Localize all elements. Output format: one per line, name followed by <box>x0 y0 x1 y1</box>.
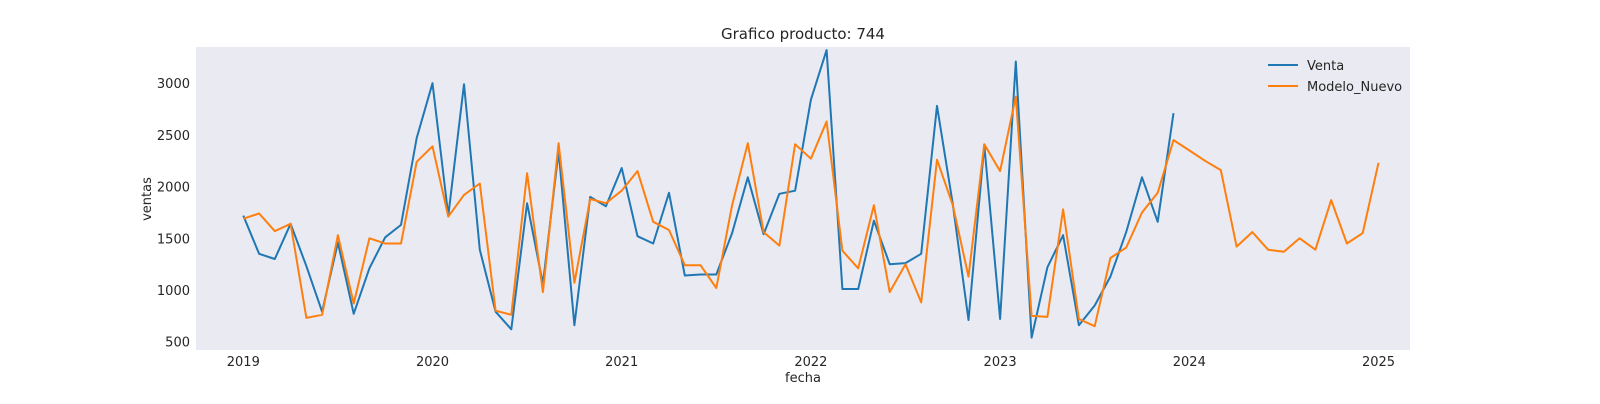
x-tick-label: 2023 <box>984 355 1017 370</box>
series-layer <box>242 49 1380 339</box>
x-tick-label: 2024 <box>1173 355 1206 370</box>
legend-label: Venta <box>1307 59 1344 74</box>
y-tick-label: 500 <box>165 336 190 351</box>
legend: Venta Modelo_Nuevo <box>1268 59 1402 95</box>
y-tick-label: 2500 <box>157 129 190 144</box>
x-tick-label: 2025 <box>1362 355 1395 370</box>
series-line-modelo-nuevo <box>242 95 1380 328</box>
y-axis-ticks: 500 1000 1500 2000 2500 3000 <box>157 77 190 351</box>
series-line-venta <box>242 49 1175 339</box>
y-tick-label: 1500 <box>157 232 190 247</box>
x-axis-label: fecha <box>785 371 821 386</box>
x-tick-label: 2019 <box>227 355 260 370</box>
x-axis-ticks: 2019 2020 2021 2022 2023 2024 2025 <box>227 355 1395 370</box>
y-tick-label: 2000 <box>157 181 190 196</box>
y-axis-label: ventas <box>140 177 155 221</box>
y-tick-label: 3000 <box>157 77 190 92</box>
legend-label: Modelo_Nuevo <box>1307 80 1402 95</box>
chart-title: Grafico producto: 744 <box>721 25 885 43</box>
x-tick-label: 2020 <box>416 355 449 370</box>
x-tick-label: 2021 <box>605 355 638 370</box>
y-tick-label: 1000 <box>157 284 190 299</box>
plot-area <box>196 47 1410 350</box>
x-tick-label: 2022 <box>794 355 827 370</box>
